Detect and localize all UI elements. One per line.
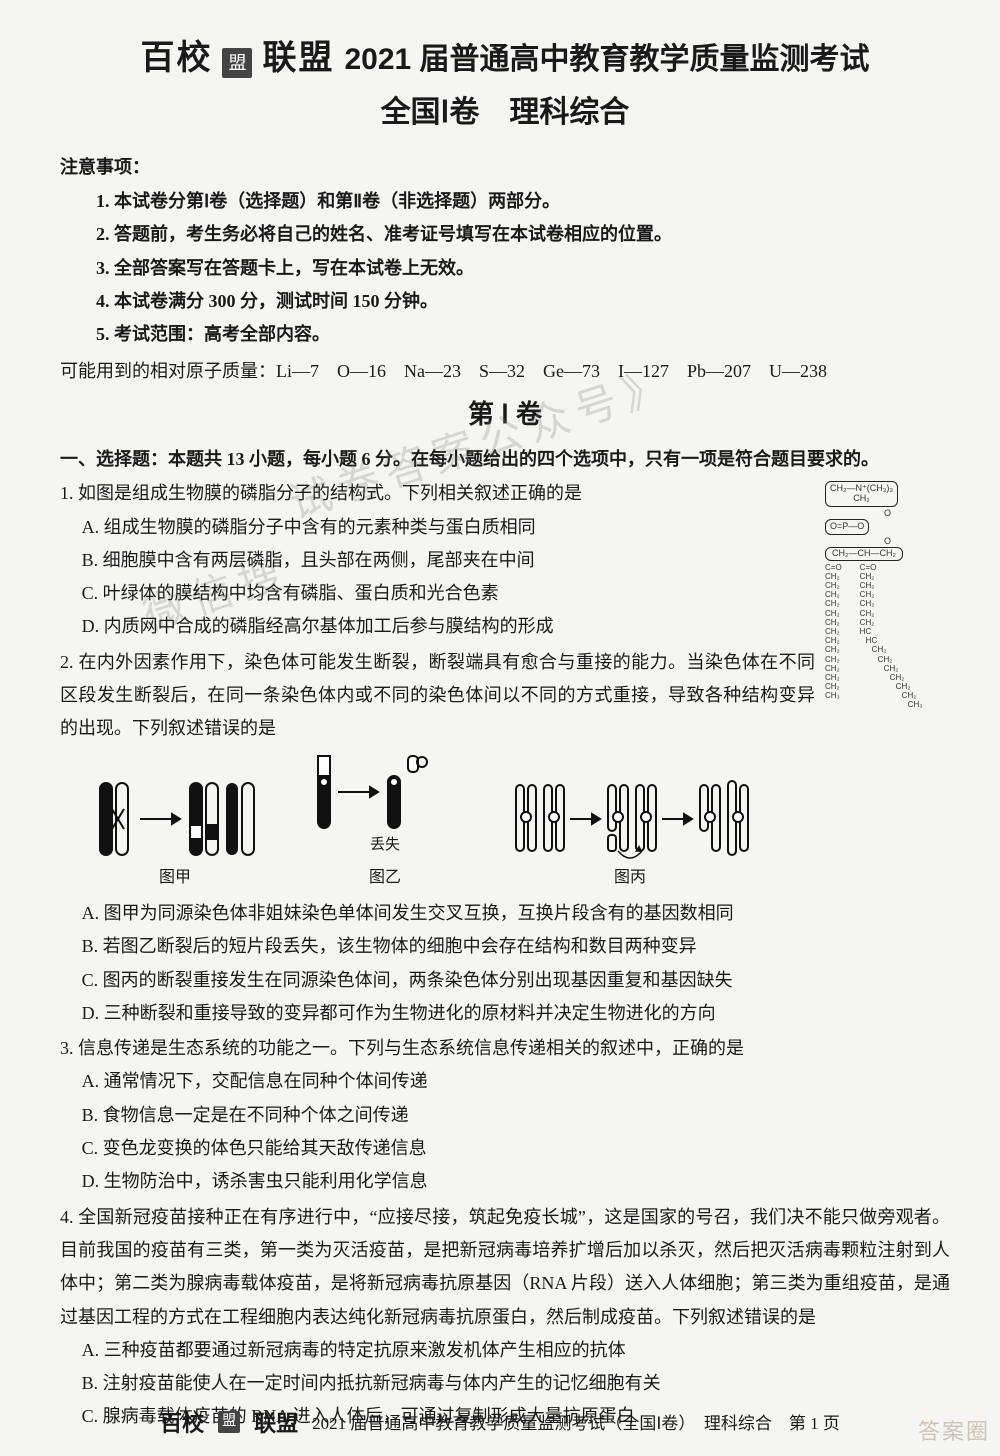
title-sub: 全国Ⅰ卷 理科综合	[60, 87, 950, 131]
chromosome-figures: 图甲 丢失	[90, 752, 950, 893]
notice-list: 1. 本试卷分第Ⅰ卷（选择题）和第Ⅱ卷（非选择题）两部分。 2. 答题前，考生务…	[60, 185, 950, 351]
page-footer: 百校 盟 联盟 2021 届普通高中教育教学质量监测考试（全国Ⅰ卷） 理科综合 …	[0, 1406, 1000, 1438]
notice-item: 4. 本试卷满分 300 分，测试时间 150 分钟。	[96, 285, 950, 318]
option: A. 三种疫苗都要通过新冠病毒的特定抗原来激发机体产生相应的抗体	[82, 1334, 950, 1367]
q-num: 1.	[60, 483, 74, 503]
q-num: 4.	[60, 1207, 74, 1227]
option: B. 食物信息一定是在不同种个体之间传递	[82, 1099, 950, 1132]
question-4: 4. 全国新冠疫苗接种正在有序进行中，“应接尽接，筑起免疫长城”，这是国家的号召…	[60, 1201, 950, 1434]
figure-jia: 图甲	[90, 779, 260, 893]
option: B. 注射疫苗能使人在一定时间内抵抗新冠病毒与体内产生的记忆细胞有关	[82, 1367, 950, 1400]
q3-options: A. 通常情况下，交配信息在同种个体间传递 B. 食物信息一定是在不同种个体之间…	[60, 1065, 950, 1198]
notice-item: 1. 本试卷分第Ⅰ卷（选择题）和第Ⅱ卷（非选择题）两部分。	[96, 185, 950, 218]
q-stem: 信息传递是生态系统的功能之一。下列与生态系统信息传递相关的叙述中，正确的是	[78, 1038, 744, 1058]
corner-watermark: 答案圈	[918, 1414, 990, 1446]
fig-label-bing: 图丙	[510, 863, 750, 893]
option: C. 变色龙变换的体色只能给其天敌传递信息	[82, 1132, 950, 1165]
chrom-bing-svg	[510, 779, 750, 859]
option: D. 三种断裂和重接导致的变异都可作为生物进化的原材料并决定生物进化的方向	[82, 997, 950, 1030]
option: A. 通常情况下，交配信息在同种个体间传递	[82, 1065, 950, 1098]
option: B. 细胞膜中含有两层磷脂，且头部在两侧，尾部夹在中间	[82, 544, 950, 577]
notice-head: 注意事项：	[60, 153, 950, 179]
notice-item: 2. 答题前，考生务必将自己的姓名、准考证号填写在本试卷相应的位置。	[96, 218, 950, 251]
option: D. 内质网中合成的磷脂经高尔基体加工后参与膜结构的形成	[82, 610, 950, 643]
title-main: 2021 届普通高中教育教学质量监测考试	[344, 34, 869, 78]
figure-yi: 丢失 图乙	[310, 752, 460, 893]
footer-text: 2021 届普通高中教育教学质量监测考试（全国Ⅰ卷） 理科综合 第 1 页	[312, 1409, 840, 1434]
option: B. 若图乙断裂后的短片段丢失，该生物体的细胞中会存在结构和数目两种变异	[82, 930, 950, 963]
volume-title: 第 Ⅰ 卷	[60, 394, 950, 431]
q-num: 2.	[60, 652, 74, 672]
section-head: 一、选择题：本题共 13 小题，每小题 6 分。在每小题给出的四个选项中，只有一…	[60, 445, 950, 471]
footer-seal: 盟	[218, 1411, 240, 1433]
option: A. 图甲为同源染色体非姐妹染色单体间发生交叉互换，互换片段含有的基因数相同	[82, 897, 950, 930]
masses-values: Li—7 O—16 Na—23 S—32 Ge—73 I—127 Pb—207 …	[276, 361, 827, 381]
option: D. 生物防治中，诱杀害虫只能利用化学信息	[82, 1165, 950, 1198]
fig-label-jia: 图甲	[90, 863, 260, 893]
notice-item: 3. 全部答案写在答题卡上，写在本试卷上无效。	[96, 252, 950, 285]
masses-label: 可能用到的相对原子质量：	[60, 361, 276, 381]
question-2: 2. 在内外因素作用下，染色体可能发生断裂，断裂端具有愈合与重接的能力。当染色体…	[60, 646, 950, 1030]
brand-seal: 盟	[222, 48, 252, 78]
figure-bing: 图丙	[510, 779, 750, 893]
option: A. 组成生物膜的磷脂分子中含有的元素种类与蛋白质相同	[82, 511, 950, 544]
option: C. 图丙的断裂重接发生在同源染色体间，两条染色体分别出现基因重复和基因缺失	[82, 964, 950, 997]
q-num: 3.	[60, 1038, 74, 1058]
chrom-yi-svg	[310, 752, 460, 842]
question-3: 3. 信息传递是生态系统的功能之一。下列与生态系统信息传递相关的叙述中，正确的是…	[60, 1032, 950, 1198]
header: 百校 盟 联盟 2021 届普通高中教育教学质量监测考试	[60, 30, 950, 79]
q-stem: 全国新冠疫苗接种正在有序进行中，“应接尽接，筑起免疫长城”，这是国家的号召，我们…	[60, 1207, 950, 1327]
brand-right: 联盟	[262, 30, 334, 79]
q-stem: 如图是组成生物膜的磷脂分子的结构式。下列相关叙述正确的是	[78, 483, 582, 503]
footer-brand-left: 百校	[160, 1406, 204, 1438]
option: C. 叶绿体的膜结构中均含有磷脂、蛋白质和光合色素	[82, 577, 950, 610]
question-1: 1. 如图是组成生物膜的磷脂分子的结构式。下列相关叙述正确的是 A. 组成生物膜…	[60, 477, 950, 643]
q1-options: A. 组成生物膜的磷脂分子中含有的元素种类与蛋白质相同 B. 细胞膜中含有两层磷…	[60, 511, 950, 644]
footer-brand-right: 联盟	[254, 1406, 298, 1438]
chrom-jia-svg	[90, 779, 260, 859]
fig-label-yi: 图乙	[310, 863, 460, 893]
brand-left: 百校	[140, 30, 212, 79]
q2-options: A. 图甲为同源染色体非姐妹染色单体间发生交叉互换，互换片段含有的基因数相同 B…	[60, 897, 950, 1030]
atomic-masses: 可能用到的相对原子质量：Li—7 O—16 Na—23 S—32 Ge—73 I…	[60, 357, 950, 386]
fig-label-lost: 丢失	[310, 832, 460, 860]
notice-item: 5. 考试范围：高考全部内容。	[96, 318, 950, 351]
q-stem: 在内外因素作用下，染色体可能发生断裂，断裂端具有愈合与重接的能力。当染色体在不同…	[60, 652, 815, 739]
